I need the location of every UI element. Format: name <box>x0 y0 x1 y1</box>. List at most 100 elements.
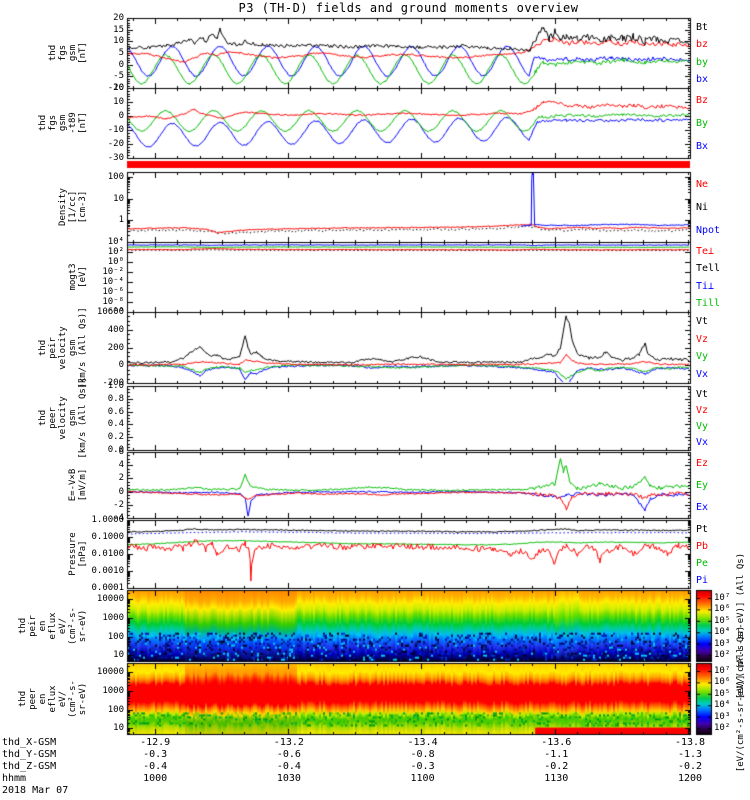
y-tick-label: 4 <box>118 460 124 471</box>
footer-value: -1.3 <box>677 749 703 760</box>
y-tick-label: 10000 <box>96 593 124 604</box>
trace-label-Tell: Tell <box>696 263 721 275</box>
y-tick-label: 6 <box>118 447 124 457</box>
colorbar-tick-label: 10⁷ <box>714 592 731 603</box>
y-tick-label: 20 <box>113 83 124 93</box>
colorbar-tick-label: 10³ <box>714 638 731 649</box>
trace-label-Ti⊥: Ti⊥ <box>696 280 715 292</box>
y-tick-label: 0.0 <box>107 445 124 455</box>
trace-label-Ex: Ex <box>696 502 709 513</box>
trace-label-bz: bz <box>696 39 709 51</box>
y-tick-label: 2 <box>118 473 124 484</box>
trace-label-Vt: Vt <box>696 389 709 400</box>
y-tick-label: 10 <box>113 650 124 661</box>
trace-label-Pt: Pt <box>696 523 709 535</box>
trace-label-Vy: Vy <box>696 351 709 363</box>
y-tick-label: 20 <box>113 13 124 23</box>
y-tick-label: 1.0 <box>107 381 124 391</box>
y-tick-label: 1000 <box>102 685 124 696</box>
colorbar-tick-label: 10² <box>714 723 731 734</box>
trace-label-Vz: Vz <box>696 333 709 345</box>
trace-label-Ne: Ne <box>696 178 709 190</box>
footer-value: -1.1 <box>544 749 569 760</box>
colorbar-tick-label: 10⁴ <box>714 700 731 711</box>
trace-label-Pe: Pe <box>696 557 709 569</box>
footer-value: 1100 <box>410 773 435 784</box>
colorbar-tick-label: 10⁵ <box>714 615 731 626</box>
trace-label-Vz: Vz <box>696 405 709 416</box>
trace-label-Te⊥: Te⊥ <box>696 245 715 257</box>
trace-label-Npot: Npot <box>696 225 721 237</box>
footer-row-label: thd_Y-GSM <box>2 749 57 760</box>
colorbar-tick-label: 10⁶ <box>714 677 731 688</box>
y-tick-label: 100 <box>107 631 124 642</box>
footer-value: -0.2 <box>677 761 703 772</box>
footer-row-label: 2018 Mar 07 <box>2 785 69 796</box>
trace-label-Bt: Bt <box>696 21 709 33</box>
y-tick-label: 0.4 <box>107 419 124 430</box>
footer-value: 1000 <box>143 773 168 784</box>
trace-label-Vt: Vt <box>696 315 709 327</box>
y-tick-label: 0 <box>118 360 124 371</box>
y-tick-label: -20 <box>107 139 124 149</box>
footer-row-label: hhmm <box>2 773 27 784</box>
y-tick-label: 0.6 <box>107 406 124 417</box>
y-tick-label: 5 <box>118 48 124 58</box>
footer-value: 1200 <box>677 773 703 784</box>
footer-value: -0.4 <box>143 761 168 772</box>
trace-label-Bx: Bx <box>696 141 709 153</box>
y-tick-label: 0 <box>118 59 124 70</box>
colorbar-tick-label: 10⁴ <box>714 627 731 638</box>
footer-value: -0.6 <box>276 749 301 760</box>
y-tick-label: -5 <box>113 71 124 82</box>
y-tick-label: -2 <box>113 499 124 510</box>
footer-value: -0.2 <box>544 761 569 772</box>
y-tick-label: 15 <box>113 24 124 35</box>
colorbar-tick-label: 10³ <box>714 711 731 722</box>
footer-value: -13.6 <box>541 737 572 748</box>
plot-title: P3 (TH-D) fields and ground moments over… <box>238 1 579 15</box>
y-tick-label: 10 <box>113 97 124 107</box>
y-tick-label: 0 <box>118 486 124 497</box>
y-tick-label: 0.1000 <box>91 532 124 542</box>
y-tick-label: 400 <box>107 324 124 335</box>
y-tick-label: 10⁻⁴ <box>102 277 124 287</box>
y-tick-label: 10⁻¹⁰ <box>96 307 124 317</box>
y-tick-label: -10 <box>107 125 124 135</box>
trace-label-Till: Till <box>696 298 721 310</box>
y-tick-label: 0.0010 <box>91 566 124 576</box>
colorbar-unit-label: [eV/(cm²-s-sr-eV)] (All Qs) <box>736 625 746 772</box>
y-tick-label: 10 <box>113 723 124 734</box>
y-tick-label: -30 <box>107 153 124 163</box>
trace-label-Pi: Pi <box>696 574 709 586</box>
y-tick-label: 0.2 <box>107 432 124 443</box>
footer-value: -0.4 <box>276 761 301 772</box>
y-tick-label: 0 <box>118 111 124 121</box>
colorbar-tick-label: 10⁶ <box>714 604 731 615</box>
y-tick-label: 10⁻⁸ <box>102 297 124 307</box>
footer-value: -13.4 <box>407 737 438 748</box>
trace-label-Ni: Ni <box>696 202 709 213</box>
trace-label-by: by <box>696 56 709 68</box>
y-tick-label: 1 <box>118 214 124 225</box>
footer-row-label: thd_Z-GSM <box>2 761 57 772</box>
y-tick-label: 10000 <box>96 666 124 677</box>
footer-value: -0.8 <box>410 749 435 760</box>
trace-label-Ez: Ez <box>696 458 709 469</box>
trace-label-Vx: Vx <box>696 369 709 381</box>
colorbar-tick-label: 10⁵ <box>714 688 731 699</box>
trace-label-Vy: Vy <box>696 421 709 432</box>
y-tick-label: 0.0100 <box>91 549 124 559</box>
y-tick-label: 10⁻⁶ <box>102 287 124 297</box>
colorbar-tick-label: 10⁷ <box>714 665 731 676</box>
trace-label-Vx: Vx <box>696 437 709 448</box>
y-tick-label: 600 <box>107 307 124 317</box>
footer-row-label: thd_X-GSM <box>2 737 57 748</box>
trace-label-Pb: Pb <box>696 540 709 552</box>
y-tick-label: 10 <box>113 193 124 204</box>
footer-value: 1030 <box>276 773 301 784</box>
y-tick-label: 0.0001 <box>91 583 124 593</box>
y-tick-label: 200 <box>107 342 124 353</box>
